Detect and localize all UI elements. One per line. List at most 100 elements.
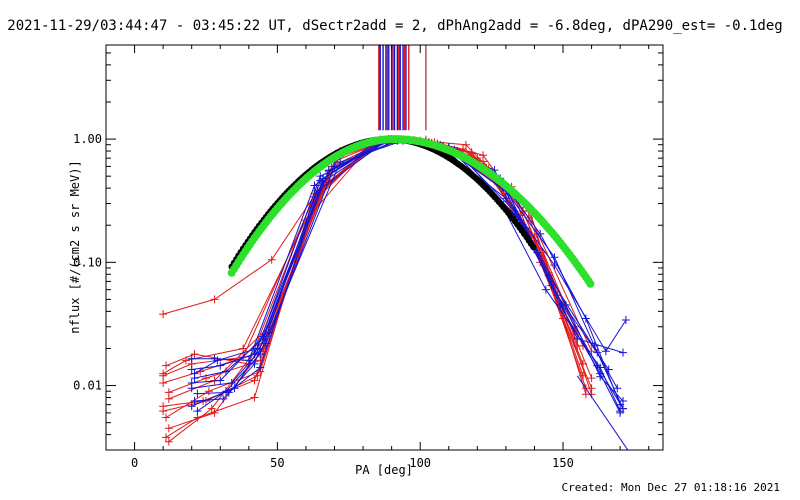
red-series-line xyxy=(162,139,593,352)
black-fit-curve xyxy=(228,135,537,270)
data-point xyxy=(250,376,259,385)
data-point xyxy=(619,404,628,413)
data-point xyxy=(501,194,510,203)
data-point xyxy=(190,396,199,405)
data-point xyxy=(230,384,239,393)
data-point xyxy=(579,359,588,368)
data-point xyxy=(619,396,628,405)
y-tick-label: 0.10 xyxy=(73,255,102,269)
x-tick-label: 0 xyxy=(131,456,138,470)
data-point xyxy=(193,389,202,398)
data-point xyxy=(316,172,325,181)
data-point xyxy=(207,404,216,413)
data-point xyxy=(616,408,625,417)
data-point xyxy=(541,285,550,294)
data-point xyxy=(259,332,268,341)
data-point xyxy=(164,424,173,433)
data-layer xyxy=(159,135,630,450)
data-point xyxy=(250,393,259,402)
data-point xyxy=(550,261,559,270)
x-axis-label: PA [deg] xyxy=(355,463,413,477)
data-point xyxy=(601,347,610,356)
x-tick-label: 100 xyxy=(409,456,431,470)
data-point xyxy=(256,363,265,372)
data-point xyxy=(187,354,196,363)
data-point xyxy=(253,371,262,380)
red-series xyxy=(161,136,582,442)
plot-frame xyxy=(105,44,664,451)
data-point xyxy=(604,365,613,374)
red-series-line xyxy=(168,138,593,443)
data-point xyxy=(161,361,170,370)
data-point xyxy=(159,310,168,319)
data-point xyxy=(613,384,622,393)
blue-fit-tail xyxy=(576,375,629,450)
data-point xyxy=(161,413,170,422)
data-point xyxy=(187,378,196,387)
data-point xyxy=(587,374,596,383)
data-point xyxy=(216,376,225,385)
blue-series-line xyxy=(194,138,624,402)
data-point xyxy=(164,394,173,403)
red-series-line xyxy=(165,139,587,419)
data-point xyxy=(216,361,225,370)
x-tick-label: 50 xyxy=(270,456,284,470)
green-fit-curve xyxy=(227,135,595,288)
red-series-line xyxy=(162,140,584,384)
red-series-line xyxy=(163,140,584,407)
red-series-line xyxy=(162,139,575,377)
data-point xyxy=(164,437,173,446)
red-series xyxy=(159,137,588,378)
axes: 0 50 100 150 0.01 0.10 1.00 xyxy=(73,45,663,470)
data-point xyxy=(193,407,202,416)
data-point xyxy=(159,369,168,378)
data-point xyxy=(187,402,196,411)
data-point xyxy=(619,348,628,357)
x-tick-label: 150 xyxy=(552,456,574,470)
data-point xyxy=(561,301,570,310)
y-axis-label: nflux [#/(cm2 s sr MeV)] xyxy=(68,160,82,333)
data-point xyxy=(324,166,333,175)
data-point xyxy=(161,433,170,442)
data-point xyxy=(256,350,265,359)
data-point xyxy=(219,394,228,403)
data-point xyxy=(550,253,559,262)
data-point xyxy=(467,149,476,158)
data-point xyxy=(253,344,262,353)
data-point xyxy=(213,356,222,365)
created-timestamp: Created: Mon Dec 27 01:18:16 2021 xyxy=(561,481,780,494)
data-point xyxy=(190,369,199,378)
y-tick-label: 1.00 xyxy=(73,132,102,146)
data-point xyxy=(159,378,168,387)
data-point xyxy=(461,140,470,149)
data-point xyxy=(204,387,213,396)
red-series xyxy=(164,135,596,446)
red-series xyxy=(161,135,590,422)
data-point xyxy=(190,350,199,359)
data-point xyxy=(159,407,168,416)
data-point xyxy=(581,390,590,399)
data-point xyxy=(596,372,605,381)
red-series xyxy=(161,137,579,370)
black-fit-dot xyxy=(530,243,537,251)
red-series-line xyxy=(165,141,575,367)
red-series xyxy=(159,136,588,411)
green-fit-dot xyxy=(586,279,595,288)
data-point xyxy=(267,255,276,264)
vertical-markers xyxy=(378,45,427,131)
blue-series-line xyxy=(191,140,624,409)
blue-series xyxy=(187,136,628,413)
data-point xyxy=(621,316,630,325)
y-tick-label: 0.01 xyxy=(73,379,102,393)
red-series xyxy=(159,136,588,387)
blue-series xyxy=(190,135,625,417)
data-point xyxy=(187,365,196,374)
blue-series xyxy=(187,136,628,413)
blue-series xyxy=(193,137,630,398)
data-point xyxy=(210,295,219,304)
red-series xyxy=(159,135,579,380)
red-series-line xyxy=(162,141,584,375)
chart-title: 2021-11-29/03:44:47 - 03:45:22 UT, dSect… xyxy=(7,18,783,34)
data-point xyxy=(221,387,230,396)
